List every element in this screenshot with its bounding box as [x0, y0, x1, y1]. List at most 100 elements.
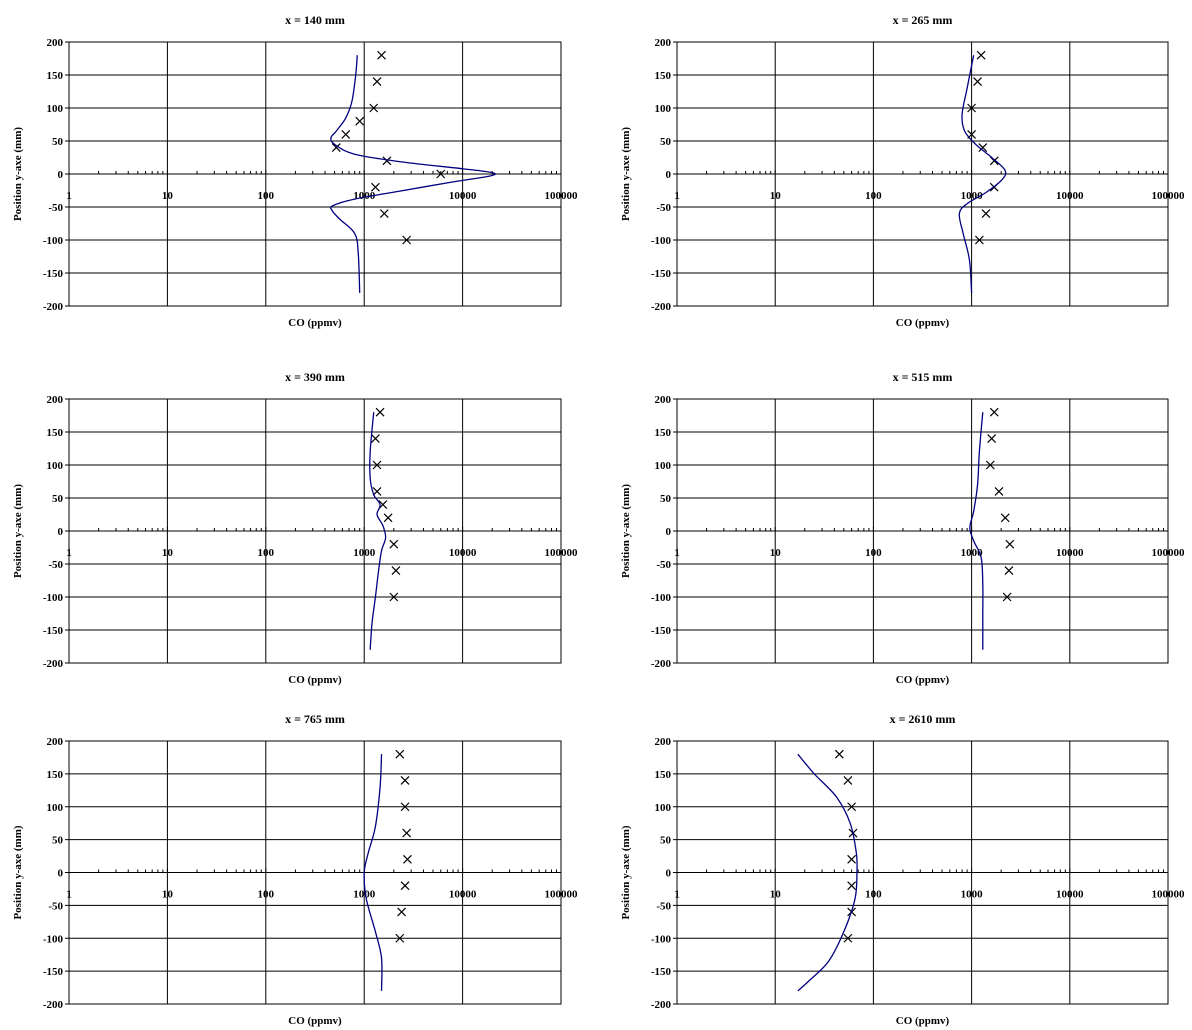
y-tick-label: -200	[43, 999, 64, 1011]
marker-stroke	[989, 407, 999, 417]
x-tick-label: 100	[865, 190, 882, 202]
data-point-marker	[967, 103, 977, 113]
x-tick-label: 100000	[1152, 889, 1186, 901]
model-curve	[363, 754, 383, 991]
chart-title: x = 265 mm	[893, 13, 953, 27]
y-tick-label: -100	[651, 235, 672, 247]
marker-stroke	[1004, 566, 1014, 576]
marker-stroke	[994, 486, 1004, 496]
data-point-marker	[372, 77, 382, 87]
x-axis-label: CO (ppmv)	[896, 317, 950, 329]
x-axis-label: CO (ppmv)	[896, 674, 950, 686]
marker-stroke	[402, 828, 412, 838]
data-point-marker	[389, 592, 399, 602]
y-tick-label: 200	[47, 394, 64, 406]
x-tick-label: 10	[770, 190, 782, 202]
y-tick-label: 50	[660, 835, 672, 847]
marker-stroke	[389, 592, 399, 602]
marker-stroke	[1005, 539, 1015, 549]
y-tick-label: 150	[47, 70, 64, 82]
y-tick-label: 200	[47, 736, 64, 748]
model-curve	[369, 412, 387, 650]
marker-stroke	[377, 50, 386, 60]
y-tick-label: -50	[48, 900, 63, 912]
x-tick-label: 10	[162, 889, 174, 901]
x-tick-label: 10000	[1056, 889, 1084, 901]
chart-panel-1: 200 150 100 50 0 -50 -100 -150 -200 1 10 100 1000 100…	[12, 13, 578, 329]
data-point-marker	[341, 129, 351, 139]
data-point-marker	[402, 828, 412, 838]
data-point-marker	[375, 407, 385, 417]
marker-stroke	[372, 486, 382, 496]
model-curve	[969, 412, 984, 650]
model-curve	[797, 753, 858, 992]
x-tick-label: 1	[674, 889, 680, 901]
y-tick-label: -150	[651, 625, 672, 637]
y-tick-label: 0	[666, 169, 672, 181]
x-tick-label: 100	[258, 547, 275, 559]
data-point-marker	[987, 434, 997, 444]
data-point-marker	[389, 539, 399, 549]
y-tick-label: 100	[655, 802, 672, 814]
marker-stroke	[1000, 513, 1010, 523]
y-tick-label: 150	[655, 70, 672, 82]
data-point-marker	[847, 802, 857, 812]
y-tick-label: -100	[43, 235, 64, 247]
data-point-marker	[331, 143, 341, 153]
data-point-marker	[383, 513, 393, 523]
y-axis-label: Position y-axe (mm)	[12, 484, 24, 578]
marker-stroke	[391, 566, 401, 576]
x-axis-label: CO (ppmv)	[288, 317, 342, 329]
x-tick-label: 10	[162, 547, 174, 559]
x-tick-label: 100	[258, 190, 275, 202]
y-tick-label: -50	[656, 559, 671, 571]
data-point-marker	[403, 854, 412, 864]
y-axis-label: Position y-axe (mm)	[620, 484, 632, 578]
x-tick-label: 1000	[353, 190, 376, 202]
y-tick-label: 150	[655, 769, 672, 781]
y-tick-label: 100	[655, 460, 672, 472]
x-tick-label: 1000	[961, 889, 984, 901]
marker-stroke	[436, 169, 446, 179]
data-point-marker	[400, 776, 410, 785]
y-tick-label: -100	[651, 933, 672, 945]
chart-panel-2: 200 150 100 50 0 -50 -100 -150 -200 1 10 100 1000 100…	[620, 13, 1185, 329]
x-tick-label: 1	[66, 190, 72, 202]
y-axis-label: Position y-axe (mm)	[620, 825, 632, 919]
data-point-marker	[379, 209, 389, 219]
marker-stroke	[369, 103, 379, 113]
data-point-marker	[985, 460, 995, 470]
chart-panel-5: 200 150 100 50 0 -50 -100 -150 -200 1 10 100 1000 100…	[12, 712, 578, 1027]
x-tick-label: 100000	[545, 190, 579, 202]
y-tick-label: -150	[43, 625, 64, 637]
marker-stroke	[400, 776, 410, 785]
marker-stroke	[383, 513, 393, 523]
model-curve	[958, 55, 1007, 293]
data-point-marker	[1004, 566, 1014, 576]
data-point-marker	[1002, 592, 1012, 602]
data-point-marker	[370, 182, 380, 192]
x-tick-label: 100	[865, 547, 882, 559]
x-tick-label: 100	[258, 889, 275, 901]
y-tick-label: -100	[43, 933, 64, 945]
y-tick-label: 150	[47, 769, 64, 781]
data-point-marker	[973, 77, 982, 87]
data-point-marker	[978, 143, 988, 153]
x-tick-label: 1	[674, 190, 680, 202]
data-point-marker	[847, 854, 857, 864]
data-point-marker	[395, 749, 405, 759]
y-tick-label: -150	[651, 966, 672, 978]
y-tick-label: 100	[655, 103, 672, 115]
data-point-marker	[843, 776, 853, 785]
x-tick-label: 10000	[449, 190, 477, 202]
y-axis-label: Position y-axe (mm)	[620, 127, 632, 221]
model-curve	[329, 55, 496, 293]
data-point-marker	[355, 116, 365, 126]
y-tick-label: 50	[660, 136, 672, 148]
data-point-marker	[981, 209, 991, 219]
marker-stroke	[395, 933, 405, 943]
data-point-marker	[400, 881, 410, 891]
marker-stroke	[847, 854, 857, 864]
y-tick-label: 50	[52, 136, 64, 148]
y-tick-label: 50	[52, 493, 64, 505]
